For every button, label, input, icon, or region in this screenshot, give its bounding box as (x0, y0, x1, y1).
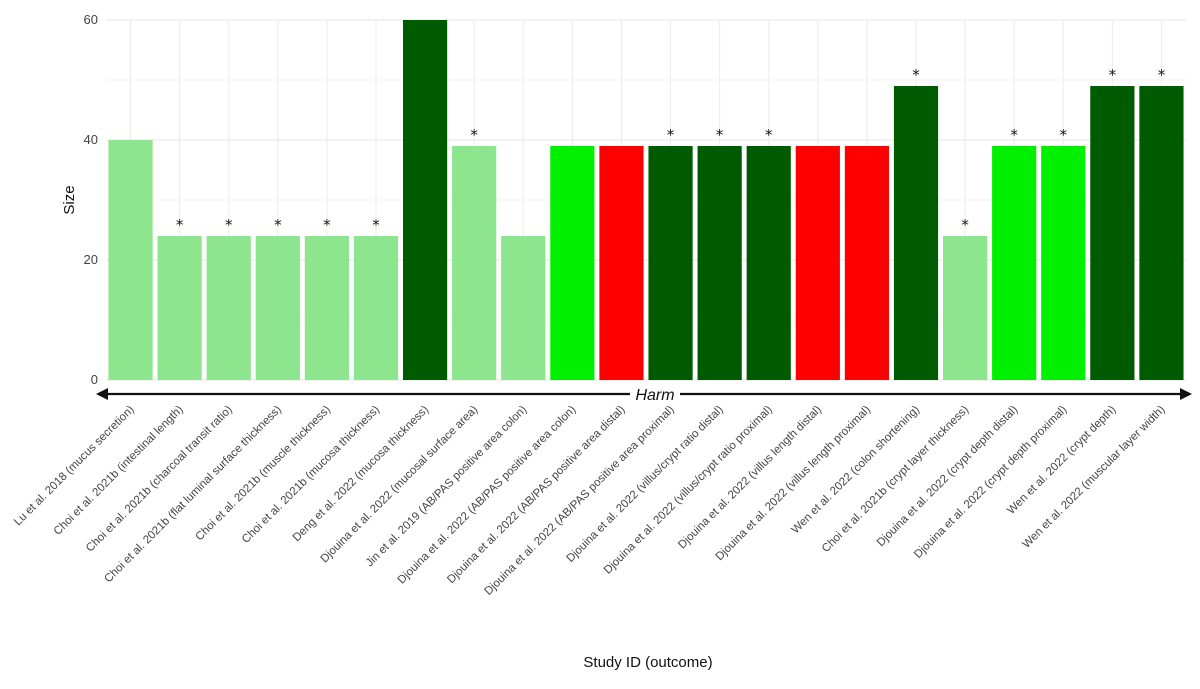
bar (992, 146, 1037, 380)
bar (1139, 86, 1184, 380)
bars (108, 20, 1184, 380)
bar (893, 86, 939, 380)
bar (1090, 86, 1135, 380)
significance-star: * (765, 126, 773, 144)
y-axis-ticks: 0 20 40 60 (84, 12, 98, 387)
bar (943, 236, 988, 380)
bar (255, 236, 300, 380)
significance-star: * (372, 216, 380, 234)
significance-star: * (912, 66, 920, 84)
significance-star: * (1010, 126, 1018, 144)
significance-star: * (1060, 126, 1068, 144)
significance-markers: * * * * * * * * * * * * * * * (176, 66, 1166, 234)
bar (304, 236, 349, 380)
y-tick-label: 40 (84, 132, 98, 147)
bar (746, 146, 791, 380)
significance-star: * (323, 216, 331, 234)
bar (501, 236, 546, 380)
harm-label-background (630, 384, 680, 404)
harm-arrow: Harm (96, 384, 1192, 404)
bar (844, 146, 889, 380)
significance-star: * (1109, 66, 1117, 84)
significance-star: * (225, 216, 233, 234)
bar (452, 146, 497, 380)
bar (108, 140, 153, 380)
bar (353, 236, 399, 380)
bar (206, 236, 251, 380)
harm-arrow-right-head (1180, 388, 1192, 400)
bar (550, 146, 595, 380)
significance-star: * (274, 216, 282, 234)
y-tick-label: 0 (91, 372, 98, 387)
bar (648, 146, 693, 380)
bar (1041, 146, 1086, 380)
bar (403, 20, 448, 380)
significance-star: * (667, 126, 675, 144)
significance-star: * (470, 126, 478, 144)
significance-star: * (716, 126, 724, 144)
y-tick-label: 60 (84, 12, 98, 27)
significance-star: * (961, 216, 969, 234)
significance-star: * (176, 216, 184, 234)
harm-arrow-left-head (96, 388, 108, 400)
bar (795, 146, 840, 380)
significance-star: * (1158, 66, 1166, 84)
bar (157, 236, 202, 380)
bar (599, 146, 644, 380)
x-axis-title: Study ID (outcome) (583, 654, 712, 671)
y-axis-title: Size (61, 185, 78, 214)
y-tick-label: 20 (84, 252, 98, 267)
bar (697, 146, 742, 380)
harm-label: Harm (635, 387, 674, 404)
